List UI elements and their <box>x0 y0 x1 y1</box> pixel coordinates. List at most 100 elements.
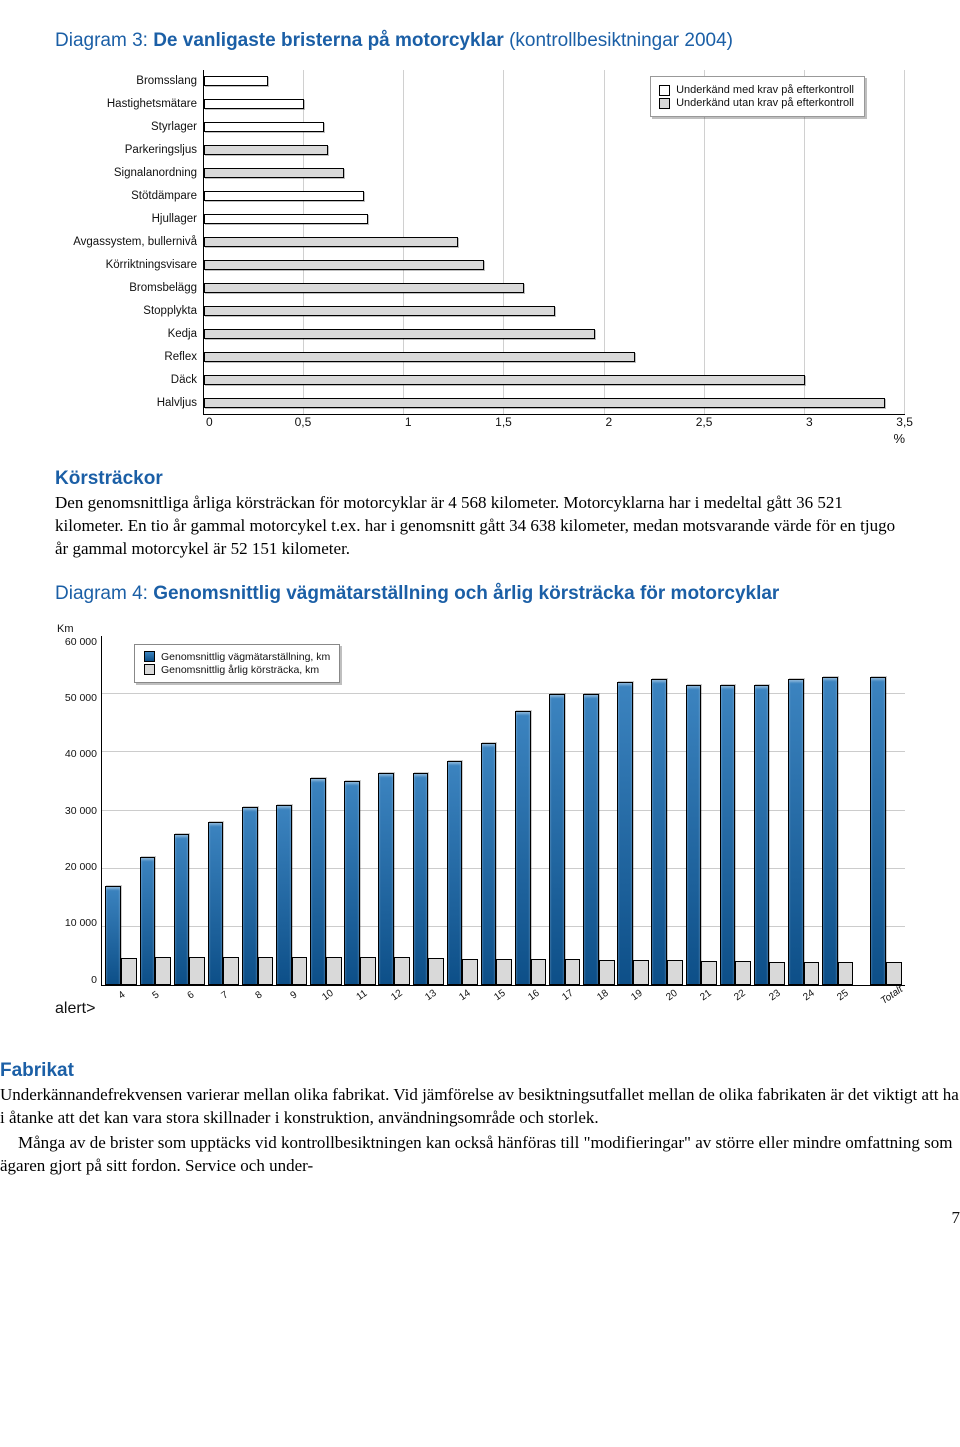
diagram3-chart: BromsslangHastighetsmätareStyrlagerParke… <box>55 70 905 415</box>
diagram4-y-unit: Km <box>57 623 905 635</box>
diagram3-bar-row <box>204 231 905 254</box>
diagram3-title-bold: De vanligaste bristerna på motorcyklar <box>153 30 504 51</box>
diagram3-xtick: 0,5 <box>211 415 311 429</box>
diagram4-bar-a <box>447 761 463 985</box>
diagram3-bar <box>204 329 595 339</box>
square-icon <box>144 664 155 675</box>
diagram4-bars <box>102 636 905 985</box>
diagram4-bar-b <box>769 962 785 985</box>
diagram3-bar-row <box>204 139 905 162</box>
diagram3-xtick: 1,5 <box>412 415 512 429</box>
diagram3-bars <box>204 70 905 414</box>
diagram3-category-label: Halvljus <box>55 392 197 415</box>
diagram4-bar-a <box>413 773 429 985</box>
section-korstrackor-para: Den genomsnittliga årliga körsträckan fö… <box>55 492 905 561</box>
diagram3-bar <box>204 145 328 155</box>
diagram4-bar-group <box>411 636 445 985</box>
diagram4-bar-a <box>105 886 121 985</box>
diagram3-bar-row <box>204 299 905 322</box>
legend-label: Underkänd med krav på efterkontroll <box>676 84 854 96</box>
diagram3-x-unit: % <box>55 431 905 446</box>
diagram3-bar-row <box>204 345 905 368</box>
diagram4-bar-a <box>720 685 736 985</box>
diagram4-bar-group <box>869 636 903 985</box>
diagram4-bar-group <box>821 636 855 985</box>
diagram4-bar-group <box>787 636 821 985</box>
diagram3-title-prefix: Diagram 3: <box>55 30 153 51</box>
diagram4-bar-a <box>617 682 633 984</box>
diagram3-category-label: Bromsslang <box>55 70 197 93</box>
diagram4-bar-group <box>479 636 513 985</box>
diagram4-bar-a <box>788 679 804 984</box>
diagram4-bar-group <box>138 636 172 985</box>
diagram3-category-label: Avgassystem, bullernivå <box>55 231 197 254</box>
diagram4-bar-a <box>515 711 531 984</box>
diagram4-bar-group <box>514 636 548 985</box>
diagram4-bar-group <box>309 636 343 985</box>
diagram3-bar <box>204 191 364 201</box>
diagram4-bar-b <box>886 962 902 985</box>
legend-label: Genomsnittlig vägmätarställning, km <box>161 651 330 663</box>
diagram4-bar-a <box>310 778 326 984</box>
diagram4-legend: Genomsnittlig vägmätarställning, km Geno… <box>134 644 340 683</box>
diagram4-bar-group <box>275 636 309 985</box>
diagram4-bar-b <box>155 957 171 984</box>
diagram4-bar-a <box>686 685 702 985</box>
diagram4-bar-a <box>870 677 886 985</box>
diagram3-bar-row <box>204 208 905 231</box>
diagram3-category-label: Körriktningsvisare <box>55 254 197 277</box>
diagram4-bar-a <box>549 694 565 985</box>
diagram3-category-label: Hjullager <box>55 208 197 231</box>
legend-label: Genomsnittlig årlig körsträcka, km <box>161 664 319 676</box>
diagram3-bar <box>204 260 484 270</box>
diagram4-bar-a <box>208 822 224 985</box>
diagram3-bar <box>204 99 304 109</box>
diagram4-yticks: 60 00050 00040 00030 00020 00010 0000 <box>55 636 101 986</box>
section-korstrackor-heading: Körsträckor <box>55 468 905 490</box>
diagram4-bar-group <box>548 636 582 985</box>
diagram4-bar-a <box>276 805 292 985</box>
diagram3-category-label: Signalanordning <box>55 162 197 185</box>
diagram4-bar-a <box>344 781 360 985</box>
diagram3-category-label: Däck <box>55 369 197 392</box>
diagram3-bar-row <box>204 116 905 139</box>
diagram3-bar <box>204 306 555 316</box>
legend-label: Underkänd utan krav på efterkontroll <box>676 97 854 109</box>
diagram4-bar-group <box>582 636 616 985</box>
section-fabrikat-para2: Många av de brister som upptäcks vid kon… <box>0 1132 960 1178</box>
diagram3-category-label: Stopplykta <box>55 300 197 323</box>
diagram4-bar-a <box>378 773 394 985</box>
diagram4-bar-a <box>583 694 599 985</box>
diagram3-title-suffix: (kontrollbesiktningar 2004) <box>504 30 733 51</box>
diagram3-category-label: Kedja <box>55 323 197 346</box>
diagram4-bar-group <box>241 636 275 985</box>
diagram4-bar-group <box>650 636 684 985</box>
diagram3-category-label: Stötdämpare <box>55 185 197 208</box>
diagram3-bar-row <box>204 162 905 185</box>
diagram4-bar-group <box>206 636 240 985</box>
diagram4-bar-group <box>445 636 479 985</box>
page-number: 7 <box>0 1208 960 1228</box>
diagram4-bar-group <box>616 636 650 985</box>
section-fabrikat-para1: Underkännandefrekvensen varierar mellan … <box>0 1084 960 1130</box>
diagram4-ytick: 20 000 <box>55 861 97 873</box>
diagram4-ytick: 10 000 <box>55 917 97 929</box>
diagram3-bar-row <box>204 185 905 208</box>
diagram4-bar-b <box>667 960 683 984</box>
square-icon <box>144 651 155 662</box>
diagram4-bar-group <box>377 636 411 985</box>
diagram3-category-label: Parkeringsljus <box>55 139 197 162</box>
square-icon <box>659 85 670 96</box>
diagram4-ytick: 60 000 <box>55 636 97 648</box>
diagram3-plot: Underkänd med krav på efterkontroll Unde… <box>203 70 905 415</box>
diagram3-xtick: 1 <box>311 415 411 429</box>
diagram4-bar-a <box>481 743 497 984</box>
diagram4-ytick: 0 <box>55 974 97 986</box>
diagram4-bar-group <box>684 636 718 985</box>
diagram4-bar-a <box>242 807 258 984</box>
diagram3-category-label: Hastighetsmätare <box>55 93 197 116</box>
diagram4-title: Diagram 4: Genomsnittlig vägmätarställni… <box>55 583 905 605</box>
diagram4-bar-b <box>258 957 274 984</box>
diagram3-bar-row <box>204 368 905 391</box>
diagram4-bar-a <box>754 685 770 985</box>
